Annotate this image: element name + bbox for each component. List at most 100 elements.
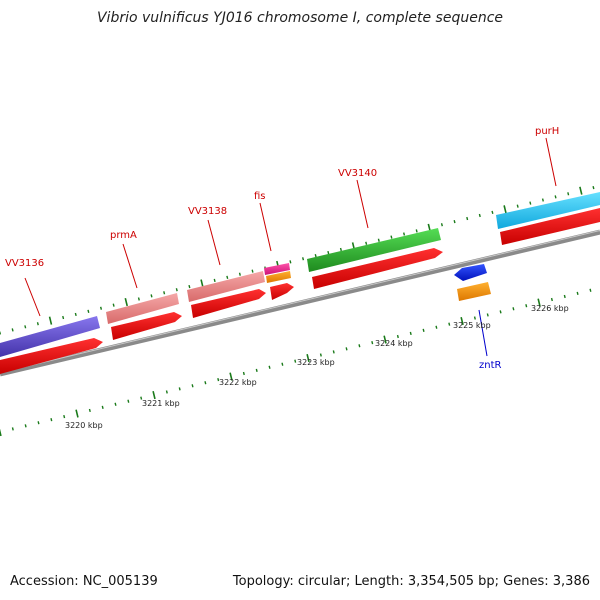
minor-tick: [563, 294, 566, 299]
minor-tick: [486, 313, 489, 317]
minor-tick: [332, 350, 335, 354]
minor-tick: [516, 204, 519, 208]
major-tick: [152, 390, 156, 400]
gene-label-zntr: zntR: [479, 360, 502, 371]
minor-tick: [327, 250, 330, 255]
cds-vv3140: [312, 248, 443, 289]
minor-tick: [191, 384, 194, 388]
minor-tick: [63, 414, 66, 419]
major-tick: [48, 316, 53, 325]
gene-bar-purh: [496, 192, 600, 229]
minor-tick: [11, 427, 14, 431]
leader-zntr: [478, 309, 488, 357]
minor-tick: [99, 306, 103, 310]
gene-bar-prma: [106, 293, 179, 324]
gene-bar-vv3140: [307, 228, 441, 272]
cds-prma: [111, 312, 182, 340]
minor-tick: [140, 396, 143, 400]
minor-tick: [448, 322, 451, 326]
major-tick: [579, 186, 583, 195]
major-tick: [229, 372, 233, 381]
minor-tick: [217, 378, 220, 382]
genome-backbone: [0, 229, 600, 377]
minor-tick: [478, 213, 481, 218]
leader-vv3138: [207, 219, 221, 266]
gene-label-prma: prmA: [110, 230, 137, 241]
minor-tick: [314, 254, 317, 258]
minor-tick: [74, 312, 77, 317]
minor-tick: [36, 322, 39, 326]
major-tick: [124, 297, 128, 307]
minor-tick: [453, 220, 456, 224]
minor-tick: [377, 238, 380, 242]
minor-tick: [589, 288, 592, 292]
minor-tick: [204, 381, 207, 385]
minor-tick: [466, 216, 469, 221]
minor-tick: [37, 421, 40, 425]
major-tick: [383, 335, 387, 344]
minor-tick: [188, 284, 191, 289]
minor-tick: [567, 192, 570, 196]
major-tick: [537, 298, 541, 307]
minor-tick: [499, 310, 502, 314]
minor-tick: [24, 424, 27, 428]
minor-tick: [345, 347, 348, 351]
scale-label-3220: 3220 kbp: [65, 421, 103, 430]
minor-tick: [576, 291, 579, 295]
gene-bar-vv3136: [0, 316, 100, 357]
minor-tick: [137, 297, 140, 301]
minor-tick: [294, 359, 297, 363]
scale-label-3224: 3224 kbp: [375, 339, 413, 348]
gene-bar-fis-top: [264, 263, 290, 275]
minor-tick: [541, 198, 544, 202]
gene-features: [0, 192, 600, 357]
minor-tick: [175, 288, 178, 292]
gene-label-fis: fis: [254, 191, 266, 202]
minor-tick: [371, 341, 374, 345]
gene-label-vv3140: VV3140: [338, 168, 377, 179]
minor-tick: [24, 325, 27, 329]
topology-text: Topology: circular; Length: 3,354,505 bp…: [232, 574, 590, 589]
leader-purh: [545, 137, 557, 187]
minor-tick: [396, 334, 399, 339]
major-tick: [460, 317, 464, 326]
minor-tick: [268, 365, 271, 369]
minor-tick: [302, 257, 305, 261]
minor-tick: [409, 331, 412, 336]
cds-features: [0, 208, 600, 374]
minor-tick: [50, 418, 53, 422]
minor-tick: [127, 399, 130, 403]
minor-tick: [281, 362, 284, 366]
lower-tick-row: [0, 288, 592, 437]
minor-tick: [339, 247, 342, 252]
scale-labels: 3220 kbp 3221 kbp 3222 kbp 3223 kbp 3224…: [65, 304, 569, 430]
minor-tick: [422, 328, 425, 332]
major-tick: [306, 353, 310, 363]
minor-tick: [415, 229, 418, 233]
leader-prma: [122, 243, 138, 289]
minor-tick: [255, 368, 258, 373]
gene-bar-fis-bottom: [266, 271, 291, 283]
minor-tick: [435, 325, 438, 329]
scale-label-3226: 3226 kbp: [531, 304, 569, 313]
genome-backbone-highlight: [0, 230, 600, 373]
minor-tick: [163, 291, 166, 295]
minor-tick: [358, 344, 361, 348]
cds-purh: [500, 208, 600, 245]
minor-tick: [101, 405, 104, 409]
gene-label-vv3138: VV3138: [188, 206, 227, 217]
accession-text: Accession: NC_005139: [10, 574, 158, 589]
cds-vv3138: [191, 289, 266, 318]
minor-tick: [178, 387, 181, 391]
minor-tick: [150, 294, 153, 298]
minor-tick: [62, 315, 65, 320]
minor-tick: [529, 201, 532, 205]
map-title: Vibrio vulnificus YJ016 chromosome I, co…: [96, 10, 504, 26]
leader-fis: [259, 202, 272, 252]
minor-tick: [87, 309, 90, 313]
gene-label-vv3136: VV3136: [5, 258, 44, 269]
minor-tick: [165, 390, 168, 394]
minor-tick: [554, 195, 557, 199]
minor-tick: [550, 297, 553, 302]
minor-tick: [114, 402, 117, 406]
